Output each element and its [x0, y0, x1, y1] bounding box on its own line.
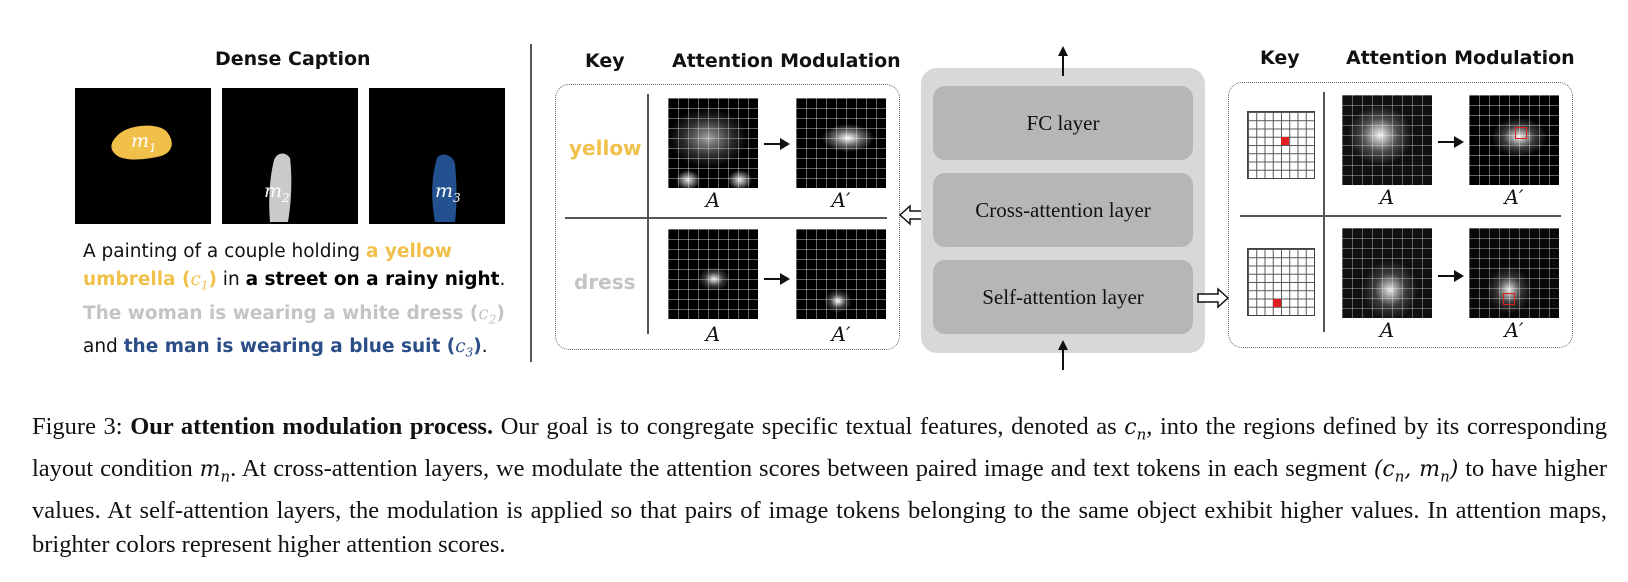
- yellow-blob-shape: [111, 125, 172, 160]
- white-dress-shape: [269, 153, 292, 222]
- label-A-right-row1: A: [1379, 185, 1395, 209]
- mask-image-2: m2: [222, 88, 358, 224]
- key-grid-top: [1247, 111, 1315, 179]
- right-key-header: Key: [1260, 47, 1300, 69]
- caption-line-4: and the man is wearing a blue suit (c3).: [83, 336, 488, 361]
- key-word-yellow: yellow: [569, 136, 642, 160]
- math-pair: (cn, mn): [1373, 456, 1459, 486]
- section-divider: [530, 44, 532, 362]
- figure-caption: Figure 3: Our attention modulation proce…: [32, 413, 1607, 559]
- attention-map-A-dress: [668, 229, 758, 319]
- mask-label-3: m3: [435, 180, 461, 205]
- right-vertical-line: [1323, 92, 1325, 332]
- math-mn: mn: [199, 456, 231, 486]
- label-Aprime-right-row1: A′: [1504, 185, 1524, 209]
- label-A-mid-row1: A: [705, 188, 721, 212]
- caption-line-3: The woman is wearing a white dress (c2): [83, 302, 505, 327]
- attention-map-Aprime-yellow: [796, 98, 886, 188]
- figure-caption-bold: Our attention modulation process.: [130, 413, 494, 440]
- mid-vertical-line: [647, 94, 649, 334]
- attention-map-Aprime-dress: [796, 229, 886, 319]
- dense-caption-title: Dense Caption: [215, 48, 371, 70]
- cross-attention-panel: [555, 84, 900, 350]
- blue-suit-shape: [432, 154, 457, 222]
- key-word-dress: dress: [574, 270, 636, 294]
- self-attention-map-A-bottom: [1342, 228, 1432, 318]
- arrow-up-top-icon: [1058, 46, 1068, 76]
- mask-image-3: m3: [369, 88, 505, 224]
- arrow-up-bottom-icon: [1058, 340, 1068, 370]
- attention-map-A-yellow: [668, 98, 758, 188]
- right-modulation-header: Attention Modulation: [1346, 47, 1575, 69]
- label-Aprime-mid-row2: A′: [831, 322, 851, 346]
- label-A-right-row2: A: [1379, 318, 1395, 342]
- fc-layer-block: FC layer: [933, 86, 1193, 160]
- mask-label-1: m1: [131, 130, 157, 155]
- math-cn: cn: [1124, 415, 1147, 444]
- self-attention-map-Aprime-bottom: [1469, 228, 1559, 318]
- key-grid-bottom: [1247, 248, 1315, 316]
- arrow-mid-row1: [764, 138, 790, 150]
- right-horizontal-line: [1240, 215, 1561, 217]
- self-attention-panel: [1228, 82, 1573, 348]
- mid-horizontal-line: [565, 217, 887, 219]
- arrow-right-row1: [1438, 136, 1464, 148]
- dense-caption-text: A painting of a couple holding a yellow …: [83, 238, 513, 367]
- cross-attention-layer-block: Cross-attention layer: [933, 173, 1193, 247]
- label-Aprime-right-row2: A′: [1504, 318, 1524, 342]
- caption-line-1: A painting of a couple holding a yellow: [83, 241, 452, 262]
- arrow-right-row2: [1438, 270, 1464, 282]
- mid-modulation-header: Attention Modulation: [672, 50, 901, 72]
- caption-line-2: umbrella (c1) in a street on a rainy nig…: [83, 269, 506, 293]
- mid-key-header: Key: [585, 50, 625, 72]
- hollow-arrow-right-icon: [1197, 287, 1230, 309]
- self-attention-map-A-top: [1342, 95, 1432, 185]
- label-Aprime-mid-row1: A′: [831, 188, 851, 212]
- label-A-mid-row2: A: [705, 322, 721, 346]
- self-attention-map-Aprime-top: [1469, 95, 1559, 185]
- mask-image-1: m1: [75, 88, 211, 224]
- arrow-mid-row2: [764, 273, 790, 285]
- mask-label-2: m2: [264, 180, 290, 205]
- figure-label: Figure 3:: [32, 413, 131, 440]
- self-attention-layer-block: Self-attention layer: [933, 260, 1193, 334]
